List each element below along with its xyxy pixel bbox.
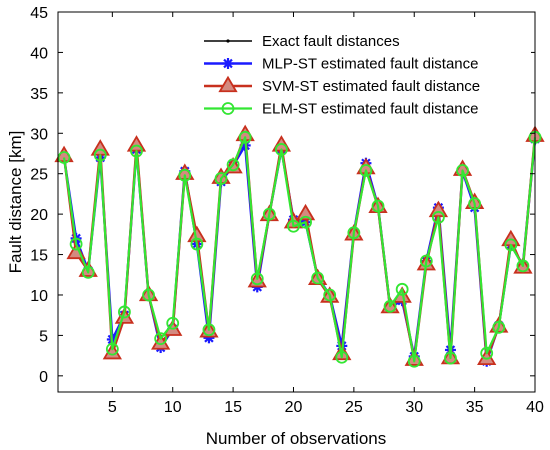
x-tick-label: 20 bbox=[285, 399, 303, 416]
data-point-circle bbox=[395, 282, 409, 296]
data-point-circle bbox=[238, 130, 252, 144]
data-point-circle bbox=[105, 342, 119, 356]
legend-marker-circle bbox=[221, 102, 235, 115]
data-point-circle bbox=[81, 265, 95, 279]
y-tick-label: 35 bbox=[30, 86, 48, 103]
data-point-circle bbox=[347, 226, 361, 240]
data-point-circle bbox=[57, 151, 71, 164]
legend-entry-dot: Exact fault distances bbox=[204, 33, 400, 50]
data-point-circle bbox=[142, 288, 155, 302]
data-point-circle bbox=[275, 143, 288, 156]
data-point-circle bbox=[431, 210, 445, 224]
data-point-circle bbox=[130, 144, 143, 158]
data-point-circle bbox=[468, 197, 482, 211]
legend-entry-circle: ELM-ST estimated fault distance bbox=[204, 101, 479, 118]
legend-marker-dot bbox=[226, 39, 230, 43]
x-tick-label: 35 bbox=[466, 399, 484, 416]
data-point-circle bbox=[178, 168, 192, 182]
x-tick-label: 30 bbox=[405, 399, 423, 416]
data-point-circle bbox=[214, 172, 228, 185]
series-layer bbox=[54, 124, 545, 368]
data-point-circle bbox=[371, 199, 385, 213]
legend-label: ELM-ST estimated fault distance bbox=[262, 101, 479, 118]
legend-label: SVM-ST estimated fault distance bbox=[262, 78, 480, 95]
data-point-circle bbox=[299, 215, 312, 229]
data-point-circle bbox=[359, 164, 373, 177]
data-point-circle bbox=[166, 316, 180, 330]
series-circle bbox=[57, 130, 542, 368]
y-tick-label: 5 bbox=[39, 328, 48, 345]
data-point-circle bbox=[516, 259, 530, 273]
y-tick-label: 25 bbox=[30, 167, 48, 184]
y-tick-label: 45 bbox=[30, 5, 48, 22]
legend-label: MLP-ST estimated fault distance bbox=[262, 56, 479, 73]
data-point-circle bbox=[407, 354, 421, 368]
data-point-circle bbox=[69, 237, 83, 251]
legend: Exact fault distances MLP-ST estimated fa… bbox=[198, 28, 531, 122]
x-axis-label: Number of observations bbox=[206, 429, 386, 448]
data-point-circle bbox=[419, 254, 433, 268]
data-point-circle bbox=[190, 237, 204, 251]
y-axis-label: Fault distance [km] bbox=[6, 131, 25, 274]
x-tick-label: 25 bbox=[345, 399, 363, 416]
data-point-circle bbox=[444, 351, 457, 365]
data-point-circle bbox=[335, 350, 349, 364]
data-point-circle bbox=[456, 164, 469, 177]
data-point-circle bbox=[492, 320, 506, 334]
data-point-circle bbox=[287, 219, 300, 233]
data-point-circle bbox=[311, 271, 325, 285]
legend-marker-triangle bbox=[218, 75, 238, 93]
x-tick-label: 5 bbox=[108, 399, 117, 416]
y-tick-label: 0 bbox=[39, 369, 48, 386]
data-point-circle bbox=[383, 299, 397, 313]
legend-label: Exact fault distances bbox=[262, 33, 400, 50]
x-tick-label: 10 bbox=[164, 399, 182, 416]
y-tick-label: 30 bbox=[30, 126, 48, 143]
data-point-circle bbox=[118, 305, 131, 319]
y-tick-label: 10 bbox=[30, 288, 48, 305]
legend-entry-triangle: SVM-ST estimated fault distance bbox=[204, 75, 480, 95]
data-point-circle bbox=[250, 272, 264, 286]
data-point-triangle bbox=[295, 203, 316, 221]
data-point-circle bbox=[323, 288, 337, 302]
data-point-circle bbox=[93, 148, 107, 162]
data-point-circle bbox=[202, 323, 216, 337]
data-point-circle bbox=[262, 207, 276, 221]
y-tick-label: 15 bbox=[30, 248, 48, 265]
axes-box bbox=[57, 11, 536, 393]
x-tick-label: 15 bbox=[224, 399, 242, 416]
y-tick-label: 20 bbox=[30, 207, 48, 224]
legend-entry-asterisk: MLP-ST estimated fault distance bbox=[204, 56, 479, 73]
data-point-circle bbox=[504, 238, 518, 252]
legend-marker-asterisk bbox=[222, 58, 234, 69]
x-tick-label: 40 bbox=[526, 399, 544, 416]
y-tick-label: 40 bbox=[30, 45, 48, 62]
data-point-circle bbox=[226, 158, 240, 172]
data-point-circle bbox=[154, 332, 168, 346]
legend-box bbox=[198, 28, 531, 122]
tick-layer: 5 10 15 20 25 30 35 40 0 5 10 15 20 25 30 35 40 45 bbox=[30, 5, 544, 416]
data-point-circle bbox=[480, 346, 494, 360]
